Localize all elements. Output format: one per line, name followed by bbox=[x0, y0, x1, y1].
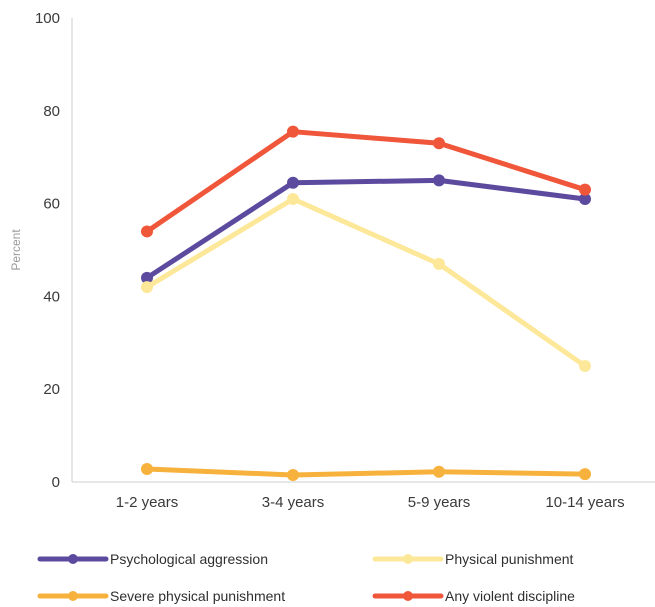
data-point bbox=[579, 468, 591, 481]
series-0 bbox=[141, 174, 591, 284]
series-line bbox=[144, 177, 588, 281]
data-point bbox=[141, 225, 153, 238]
x-tick-label: 1-2 years bbox=[116, 494, 179, 511]
y-tick-label: 80 bbox=[43, 103, 60, 120]
data-point bbox=[141, 271, 153, 284]
legend-label: Psychological aggression bbox=[110, 551, 268, 567]
legend-swatch-marker bbox=[403, 591, 413, 601]
data-point bbox=[141, 281, 153, 294]
legend-label: Any violent discipline bbox=[445, 588, 575, 604]
legend-label: Severe physical punishment bbox=[110, 588, 285, 604]
data-point bbox=[433, 137, 445, 150]
series-line bbox=[144, 466, 588, 478]
legend-item: Severe physical punishment bbox=[37, 588, 285, 604]
y-tick-label: 40 bbox=[43, 288, 60, 305]
y-tick-label: 20 bbox=[43, 381, 60, 398]
data-point bbox=[433, 465, 445, 478]
data-point bbox=[433, 174, 445, 187]
series-lines bbox=[141, 125, 591, 482]
series-1 bbox=[141, 192, 591, 372]
legend-swatch-marker bbox=[403, 554, 413, 564]
data-point bbox=[287, 176, 299, 189]
y-tick-label: 0 bbox=[52, 474, 60, 491]
legend-swatch-marker bbox=[68, 591, 78, 601]
y-tick-labels: 0 20 40 60 80 100 bbox=[35, 10, 60, 491]
y-tick-label: 100 bbox=[35, 10, 60, 27]
legend-item: Physical punishment bbox=[372, 551, 574, 567]
data-point bbox=[579, 183, 591, 196]
series-line bbox=[144, 196, 588, 369]
y-axis-label: Percent bbox=[9, 229, 23, 271]
legend-item: Any violent discipline bbox=[372, 588, 575, 604]
x-tick-label: 3-4 years bbox=[262, 494, 325, 511]
legend-swatch-marker bbox=[68, 554, 78, 564]
data-point bbox=[287, 192, 299, 205]
data-point bbox=[579, 192, 591, 205]
y-tick-label: 60 bbox=[43, 196, 60, 213]
legend-label: Physical punishment bbox=[445, 551, 574, 567]
x-tick-labels: 1-2 years 3-4 years 5-9 years 10-14 years bbox=[116, 494, 625, 511]
legend-item: Psychological aggression bbox=[37, 551, 268, 567]
data-point bbox=[141, 463, 153, 476]
series-3 bbox=[141, 125, 591, 238]
series-2 bbox=[141, 463, 591, 482]
x-tick-label: 5-9 years bbox=[408, 494, 471, 511]
data-point bbox=[579, 360, 591, 372]
x-tick-label: 10-14 years bbox=[545, 494, 624, 511]
data-point bbox=[287, 469, 299, 482]
data-point bbox=[287, 125, 299, 138]
data-point bbox=[433, 257, 445, 270]
legend: Psychological aggression Physical punishm… bbox=[37, 551, 575, 604]
series-line bbox=[144, 129, 588, 234]
